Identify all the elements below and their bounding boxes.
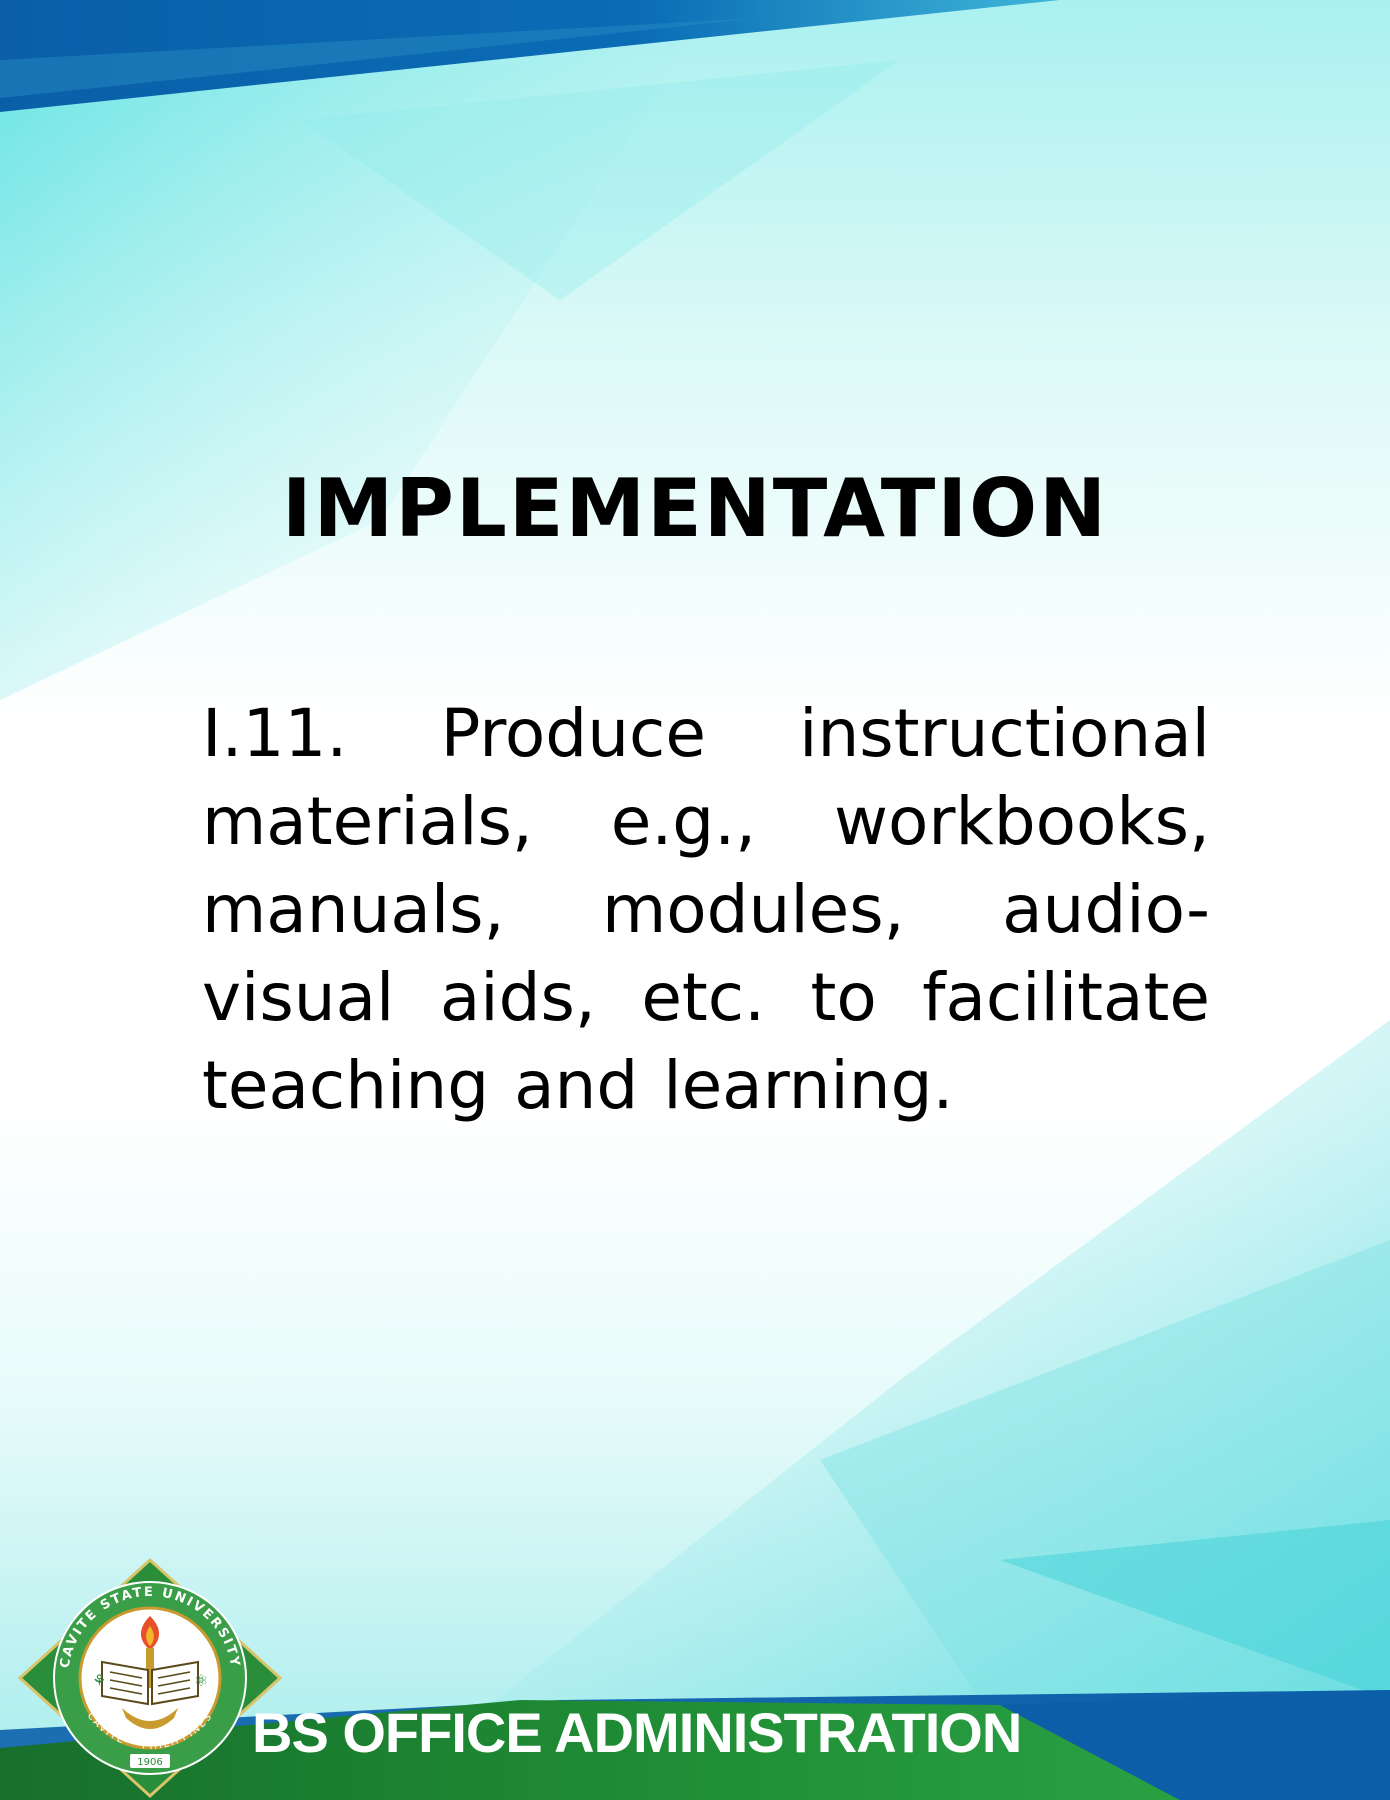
page-heading: IMPLEMENTATION (281, 462, 1109, 555)
svg-text:1906: 1906 (137, 1757, 162, 1768)
svg-text:⚛: ⚛ (194, 1671, 208, 1690)
svg-text:⚘: ⚘ (92, 1671, 106, 1690)
body-paragraph: I.11. Produce instructional materials, e… (202, 695, 1210, 1124)
university-seal-logo: CAVITE STATE UNIVERSITY CAVITE • PHILIPP… (18, 1558, 282, 1798)
program-title: BS OFFICE ADMINISTRATION (252, 1701, 1022, 1764)
